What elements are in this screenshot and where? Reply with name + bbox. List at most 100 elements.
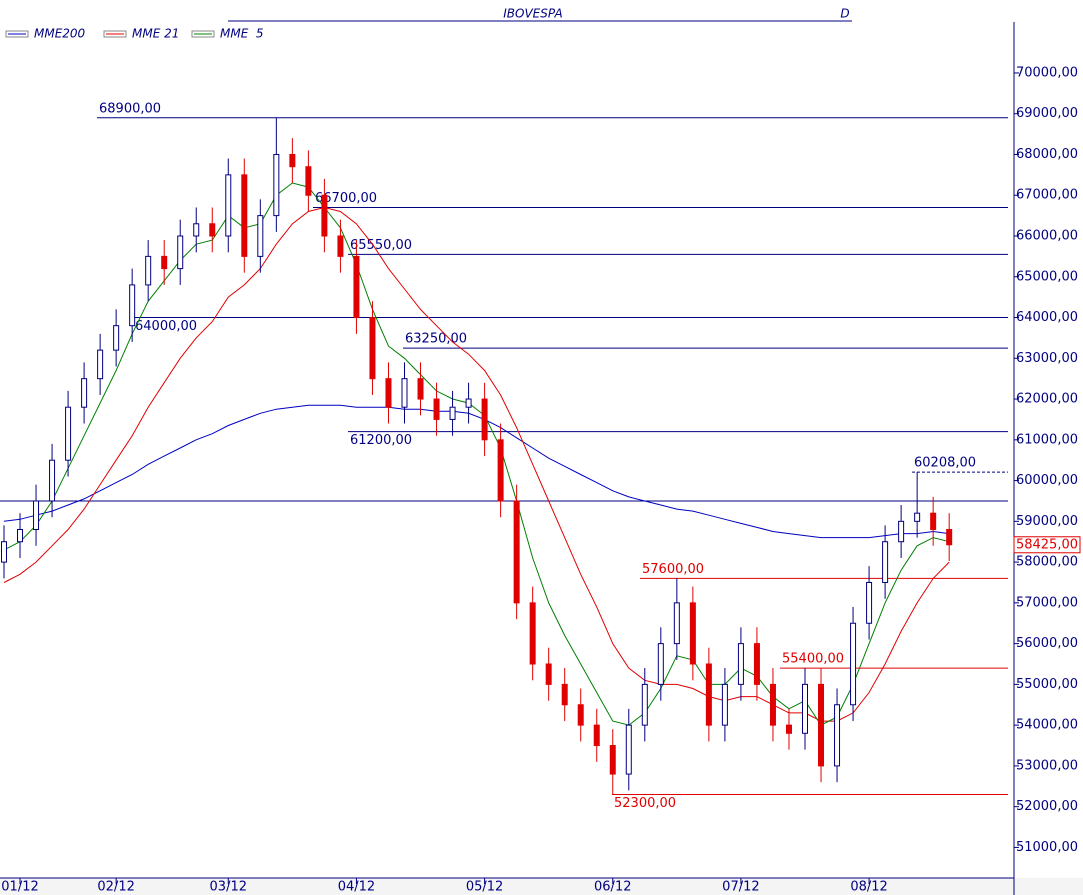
candle-body <box>321 194 328 237</box>
level-label: 60208,00 <box>914 456 976 471</box>
ma-line <box>3 404 950 539</box>
level-label: 68900,00 <box>99 101 161 116</box>
y-tick-label: 61000,00 <box>1016 432 1078 447</box>
x-tick-label: 02/12 <box>97 880 134 895</box>
last-price-label: 58425,00 <box>1016 537 1078 552</box>
candle-body <box>737 643 744 685</box>
y-tick-label: 70000,00 <box>1016 65 1078 80</box>
x-tick-label: 04/12 <box>338 880 375 895</box>
candle-body <box>802 683 808 734</box>
candle-body <box>946 528 953 546</box>
candle-body <box>497 439 504 502</box>
candle-body <box>241 174 248 257</box>
level-label: 61200,00 <box>350 433 412 448</box>
y-tick-label: 57000,00 <box>1016 595 1078 610</box>
candle-body <box>882 541 889 583</box>
y-tick-label: 60000,00 <box>1016 473 1078 488</box>
candle-body <box>289 153 296 168</box>
candle-body <box>609 745 616 775</box>
x-tick-label: 08/12 <box>850 880 887 895</box>
candle-body <box>481 398 488 441</box>
candle-body <box>209 223 216 237</box>
x-tick-label: 06/12 <box>594 880 631 895</box>
y-tick-label: 59000,00 <box>1016 514 1078 529</box>
candle-body <box>337 235 344 257</box>
legend-label: MME200 <box>34 27 86 41</box>
level-label: 57600,00 <box>642 562 704 577</box>
candle-body <box>593 724 600 747</box>
candle-body <box>561 683 568 706</box>
candle-body <box>417 378 424 400</box>
level-label: 63250,00 <box>405 332 467 347</box>
candle-body <box>353 255 360 319</box>
y-tick-label: 65000,00 <box>1016 269 1078 284</box>
candle-body <box>1 541 7 563</box>
y-tick-label: 58000,00 <box>1016 555 1078 570</box>
candle-body <box>225 174 232 237</box>
level-label: 55400,00 <box>782 652 844 667</box>
legend-label: MME 21 <box>132 27 179 41</box>
candle-body <box>33 500 40 530</box>
x-tick-label: 07/12 <box>722 880 759 895</box>
candle-body <box>49 459 56 502</box>
x-tick-label: 03/12 <box>210 880 247 895</box>
candle-body <box>529 602 536 665</box>
y-tick-label: 69000,00 <box>1016 106 1078 121</box>
ma-line <box>3 182 950 726</box>
y-tick-label: 51000,00 <box>1016 840 1078 855</box>
candle-body <box>145 255 152 286</box>
y-tick-label: 56000,00 <box>1016 636 1078 651</box>
candle-body <box>785 724 792 734</box>
y-tick-label: 54000,00 <box>1016 718 1078 733</box>
candle-body <box>177 235 184 270</box>
legend-label: MME 5 <box>220 27 264 41</box>
level-label: 52300,00 <box>614 796 676 811</box>
candle-body <box>834 704 841 767</box>
candle-body <box>513 500 520 604</box>
level-label: 66700,00 <box>315 191 377 206</box>
candle-body <box>433 398 440 420</box>
candle-body <box>81 378 88 408</box>
last-price-box <box>1013 536 1081 554</box>
candle-body <box>545 663 552 685</box>
candle-body <box>97 349 104 380</box>
candle-body <box>577 704 584 726</box>
x-axis-band <box>0 878 1083 895</box>
x-tick-label: 01/12 <box>1 880 38 895</box>
candle-body <box>65 406 72 461</box>
candle-body <box>625 724 632 775</box>
candle-body <box>914 512 921 522</box>
candle-body <box>689 602 696 665</box>
candle-body <box>769 683 776 726</box>
candle-body <box>657 643 664 685</box>
ma-line <box>3 206 950 722</box>
y-tick-label: 62000,00 <box>1016 392 1078 407</box>
y-tick-label: 66000,00 <box>1016 229 1078 244</box>
y-tick-label: 68000,00 <box>1016 147 1078 162</box>
y-tick-label: 53000,00 <box>1016 758 1078 773</box>
candle-body <box>273 153 280 217</box>
y-tick-label: 52000,00 <box>1016 799 1078 814</box>
candle-body <box>673 602 680 645</box>
candle-body <box>129 284 136 327</box>
candle-body <box>17 528 24 543</box>
period-label: D <box>840 7 849 21</box>
candle-body <box>866 581 873 624</box>
candle-body <box>113 325 120 351</box>
candle-body <box>161 255 168 270</box>
y-tick-label: 55000,00 <box>1016 677 1078 692</box>
y-tick-label: 67000,00 <box>1016 188 1078 203</box>
candle-body <box>818 683 825 767</box>
candle-body <box>401 378 408 408</box>
candle-body <box>369 317 376 380</box>
candle-body <box>850 622 857 706</box>
candle-body <box>721 683 728 726</box>
chart-title: IBOVESPA <box>503 7 562 21</box>
candle-body <box>930 512 937 530</box>
y-tick-label: 63000,00 <box>1016 351 1078 366</box>
candle-body <box>465 398 472 408</box>
level-label: 65550,00 <box>350 238 412 253</box>
candle-body <box>305 166 312 196</box>
candle-body <box>257 215 264 257</box>
